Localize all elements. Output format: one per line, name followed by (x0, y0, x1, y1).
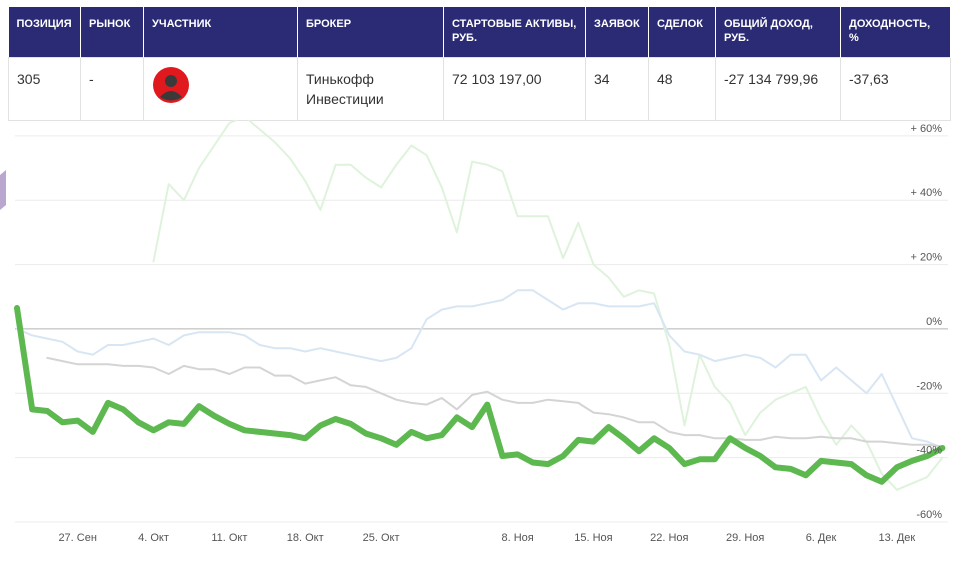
header-cell: ОБЩИЙ ДОХОД, РУБ. (715, 7, 841, 58)
series-line (46, 356, 944, 448)
decoration (0, 170, 6, 210)
y-tick-label: -20% (916, 380, 942, 392)
orders: 34 (585, 57, 649, 121)
income: -27 134 799,96 (715, 57, 841, 121)
results-table: ПОЗИЦИЯ РЫНОК УЧАСТНИК БРОКЕР СТАРТОВЫЕ … (8, 7, 951, 121)
x-tick-label: 22. Ноя (650, 532, 688, 544)
header-cell: СДЕЛОК (648, 7, 716, 58)
y-tick-label: + 20% (911, 252, 943, 264)
x-tick-label: 25. Окт (363, 532, 400, 544)
series-line (14, 305, 946, 485)
series-line (152, 120, 944, 491)
data-row: 305 - Тинькофф Инвестиции 72 103 197,00 … (8, 57, 951, 121)
start-assets: 72 103 197,00 (443, 57, 586, 121)
x-tick-label: 18. Окт (287, 532, 324, 544)
lines (14, 120, 946, 491)
y-tick-label: -40% (916, 445, 942, 457)
header-cell: ПОЗИЦИЯ (8, 7, 81, 58)
header-cell: РЫНОК (80, 7, 144, 58)
series-line (16, 289, 944, 449)
x-tick-label: 27. Сен (58, 532, 96, 544)
market: - (80, 57, 144, 121)
position: 305 (8, 57, 81, 121)
yield: -37,63 (840, 57, 951, 121)
broker: Тинькофф Инвестиции (297, 57, 444, 121)
x-tick-label: 13. Дек (878, 532, 915, 544)
header-cell: БРОКЕР (297, 7, 444, 58)
x-tick-label: 6. Дек (806, 532, 837, 544)
y-tick-label: + 60% (911, 123, 943, 135)
y-tick-label: 0% (926, 316, 942, 328)
x-tick-label: 4. Окт (138, 532, 169, 544)
grid (15, 135, 948, 523)
header-cell: ЗАЯВОК (585, 7, 649, 58)
x-tick-label: 11. Окт (211, 532, 247, 544)
header-cell: ДОХОДНОСТЬ, % (840, 7, 951, 58)
avatar[interactable] (152, 66, 190, 104)
x-tick-label: 15. Ноя (574, 532, 612, 544)
x-tick-label: 29. Ноя (726, 532, 764, 544)
labels: + 60% + 40% + 20% 0% -20% -40% -60% 27. Сен 4. О… (58, 123, 942, 544)
header-cell: УЧАСТНИК (143, 7, 298, 58)
y-tick-label: + 40% (911, 187, 943, 199)
participant (143, 57, 298, 121)
y-tick-label: -60% (916, 509, 942, 521)
header-cell: СТАРТОВЫЕ АКТИВЫ, РУБ. (443, 7, 586, 58)
header-row: ПОЗИЦИЯ РЫНОК УЧАСТНИК БРОКЕР СТАРТОВЫЕ … (8, 7, 951, 58)
x-tick-label: 8. Ноя (501, 532, 533, 544)
